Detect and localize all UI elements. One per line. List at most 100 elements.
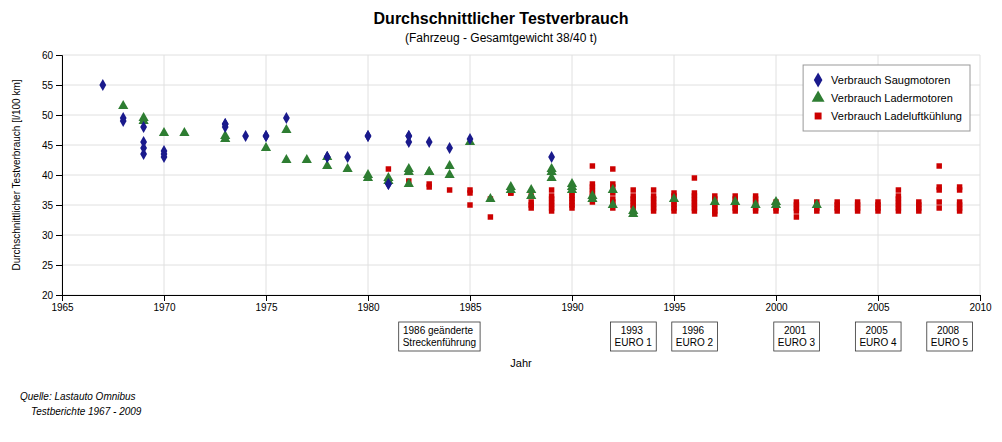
x-tick: 2010 xyxy=(969,295,992,313)
point xyxy=(692,208,697,213)
series xyxy=(386,163,963,219)
y-tick-mark xyxy=(56,235,62,236)
legend-item: Verbrauch Saugmotoren xyxy=(814,73,951,88)
y-tick-mark xyxy=(56,175,62,176)
point xyxy=(771,199,781,208)
annotation-box xyxy=(672,322,718,351)
y-tick-label: 40 xyxy=(42,170,54,181)
x-tick-mark xyxy=(572,295,573,301)
point xyxy=(445,160,455,169)
annotation-line: EURO 1 xyxy=(615,337,653,348)
annotation-line: EURO 2 xyxy=(676,337,714,348)
y-tick-label: 60 xyxy=(42,50,54,61)
y-tick: 30 xyxy=(42,230,62,241)
y-tick-label: 45 xyxy=(42,140,54,151)
point xyxy=(957,208,962,213)
point xyxy=(855,208,860,213)
y-tick-label: 35 xyxy=(42,200,54,211)
y-tick: 40 xyxy=(42,170,62,181)
point xyxy=(118,100,128,109)
source: Testberichte 1967 - 2009 xyxy=(20,406,142,417)
y-axis-title: Durchschnittlicher Testverbrauch [l/100 … xyxy=(11,79,22,270)
point xyxy=(424,166,434,175)
point xyxy=(528,205,533,210)
grid xyxy=(62,55,980,295)
point xyxy=(608,184,618,193)
point xyxy=(608,199,618,208)
point xyxy=(812,199,822,208)
y-tick: 55 xyxy=(42,80,62,91)
point xyxy=(651,208,656,213)
annotation-box xyxy=(399,322,480,351)
x-tick: 1965 xyxy=(51,295,74,313)
point xyxy=(610,166,615,171)
x-tick-label: 1975 xyxy=(255,302,278,313)
grid-line-y xyxy=(62,265,980,266)
annotation: 2008 EURO 5 xyxy=(927,322,973,351)
x-tick-label: 1995 xyxy=(663,302,686,313)
x-tick-mark xyxy=(368,295,369,301)
point xyxy=(467,133,474,145)
x-tick-label: 1990 xyxy=(561,302,584,313)
y-tick-mark xyxy=(56,115,62,116)
annotation-line: EURO 3 xyxy=(778,337,816,348)
annotation-line: 2005 xyxy=(865,325,888,336)
series xyxy=(118,100,822,217)
x-tick: 2005 xyxy=(867,295,890,313)
x-tick-mark xyxy=(980,295,981,301)
point xyxy=(651,187,656,192)
point xyxy=(365,130,372,142)
point xyxy=(506,184,516,193)
legend-marker xyxy=(815,113,822,120)
point xyxy=(773,208,778,213)
x-tick: 1975 xyxy=(255,295,278,313)
y-tick-mark xyxy=(56,205,62,206)
x-tick-mark xyxy=(878,295,879,301)
point xyxy=(281,154,291,163)
point xyxy=(896,208,901,213)
legend-item: Verbrauch Ladeluftkühlung xyxy=(815,110,962,122)
y-tick: 50 xyxy=(42,110,62,121)
subtitle: (Fahrzeug - Gesamtgewicht 38/40 t) xyxy=(405,31,597,45)
annotation-line: 2008 xyxy=(937,325,960,336)
point xyxy=(567,184,577,193)
y-tick-label: 20 xyxy=(42,290,54,301)
point xyxy=(405,136,412,148)
point xyxy=(936,199,941,204)
point xyxy=(385,178,392,190)
x-tick-label: 1980 xyxy=(357,302,380,313)
point xyxy=(671,208,676,213)
point xyxy=(548,151,555,163)
point xyxy=(261,142,271,151)
point xyxy=(794,214,799,219)
y-tick-label: 25 xyxy=(42,260,54,271)
point xyxy=(467,202,472,207)
legend-label: Verbrauch Saugmotoren xyxy=(831,74,950,86)
points xyxy=(99,79,962,220)
point xyxy=(875,208,880,213)
point xyxy=(140,121,147,133)
x-tick: 1980 xyxy=(357,295,380,313)
grid-line-y xyxy=(62,175,980,176)
point xyxy=(753,208,758,213)
point xyxy=(730,196,740,205)
x-tick-mark xyxy=(266,295,267,301)
point xyxy=(936,187,941,192)
point xyxy=(385,178,392,190)
point xyxy=(669,193,679,202)
y-tick: 20 xyxy=(42,290,62,301)
point xyxy=(161,151,168,163)
point xyxy=(732,208,737,213)
annotation-line: 1996 xyxy=(682,325,705,336)
y-tick: 35 xyxy=(42,200,62,211)
point xyxy=(222,121,229,133)
point xyxy=(447,187,452,192)
x-tick: 1995 xyxy=(663,295,686,313)
legend: Verbrauch SaugmotorenVerbrauch Ladermoto… xyxy=(803,65,970,131)
point xyxy=(159,127,169,136)
y-axis: 20 25 30 35 40 45 50 55 60 xyxy=(42,50,63,301)
annotation: 2005 EURO 4 xyxy=(859,325,897,348)
point xyxy=(302,154,312,163)
x-tick-mark xyxy=(674,295,675,301)
point xyxy=(628,208,638,217)
